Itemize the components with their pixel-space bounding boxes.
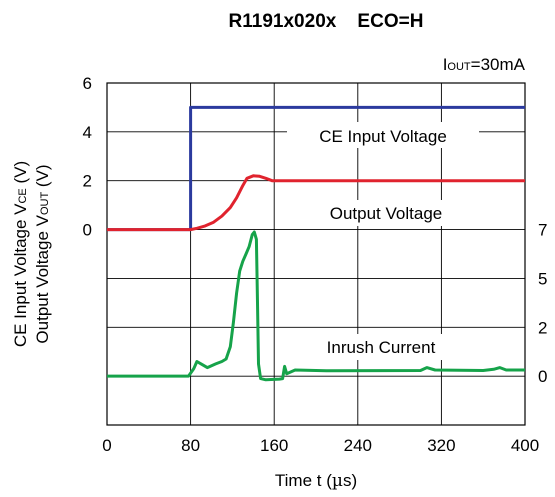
svg-text:Inrush Current: Inrush Current	[327, 338, 436, 357]
right-tick-label: 0	[538, 367, 547, 386]
x-axis-label: Time t (µs)	[275, 471, 357, 491]
x-tick-labels: 0 80 160 240 320 400	[102, 436, 539, 455]
right-tick-label: 7	[538, 221, 547, 240]
right-tick-labels: 7 5 2 0	[538, 221, 547, 387]
chart-title: R1191x020x ECO=H	[229, 11, 424, 32]
svg-text:CE Input Voltage: CE Input Voltage	[319, 127, 447, 146]
label-output-voltage: Output Voltage	[300, 200, 472, 226]
plot-frame	[106, 82, 526, 426]
left-tick-label: 6	[83, 74, 92, 93]
x-tick-label: 400	[511, 436, 539, 455]
series-line-output-voltage	[107, 174, 525, 232]
label-inrush-current: Inrush Current	[298, 334, 464, 360]
x-tick-label: 0	[102, 436, 111, 455]
left-tick-label: 4	[83, 123, 92, 142]
x-tick-label: 80	[181, 436, 200, 455]
condition-label: IOUT=30mA	[443, 55, 526, 74]
label-ce-input: CE Input Voltage	[287, 122, 479, 148]
x-tick-label: 240	[344, 436, 372, 455]
svg-text:Output Voltage: Output Voltage	[330, 204, 442, 223]
x-tick-label: 320	[427, 436, 455, 455]
series-lines	[107, 105, 525, 382]
right-tick-label: 2	[538, 318, 547, 337]
left-tick-labels: 6 4 2 0	[83, 74, 92, 240]
right-tick-label: 5	[538, 269, 547, 288]
series-line-inrush-current	[107, 230, 525, 382]
y-axis-label-out: Output Voltage VOUT (V)	[33, 164, 52, 343]
left-tick-label: 0	[83, 221, 92, 240]
y-axis-label-ce: CE Input Voltage VCE (V)	[11, 161, 30, 347]
left-tick-label: 2	[83, 172, 92, 191]
x-tick-label: 160	[260, 436, 288, 455]
